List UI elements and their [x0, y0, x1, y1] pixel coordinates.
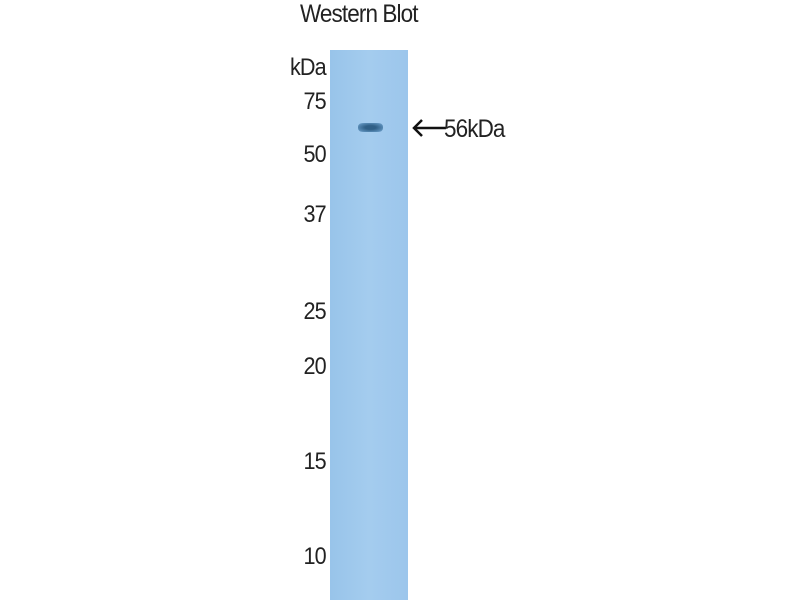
arrow-left-icon	[412, 119, 446, 137]
blot-lane	[330, 50, 408, 600]
figure-title: Western Blot	[300, 0, 418, 28]
marker-label: 10	[303, 543, 327, 570]
marker-label: 37	[303, 201, 327, 228]
marker-label: 25	[303, 298, 327, 325]
band-size-label: 56kDa	[444, 115, 505, 143]
marker-label: 15	[303, 448, 327, 475]
unit-label: kDa	[290, 54, 327, 81]
marker-label: 20	[303, 353, 327, 380]
marker-label: 50	[303, 141, 327, 168]
protein-band	[358, 123, 383, 132]
marker-label: 75	[303, 88, 327, 115]
